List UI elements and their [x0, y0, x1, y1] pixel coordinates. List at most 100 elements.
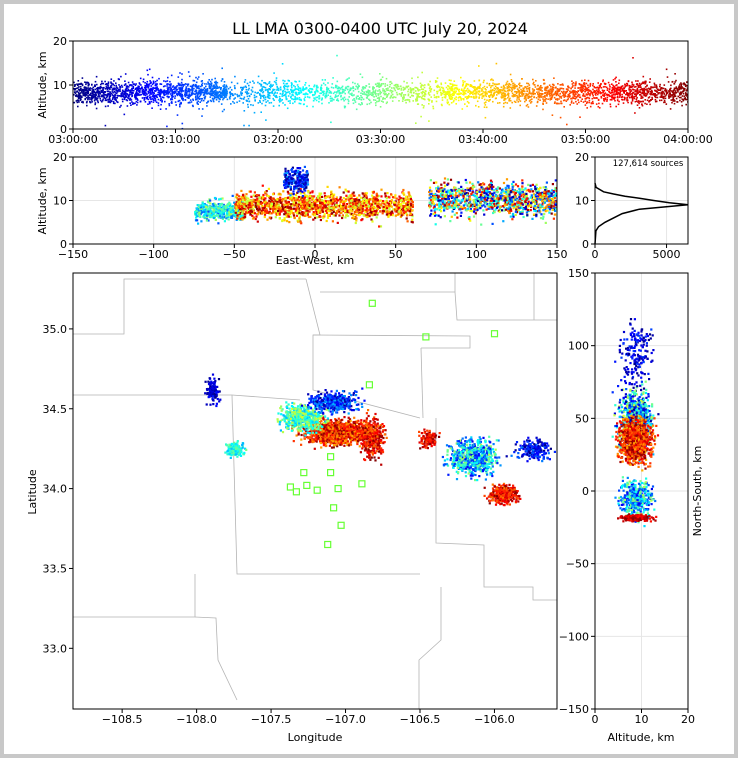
time-height-source	[511, 80, 513, 83]
time-height-source	[635, 85, 637, 88]
time-height-source	[125, 99, 128, 101]
time-height-source	[352, 87, 355, 90]
time-height-source	[681, 98, 684, 101]
time-height-source	[174, 95, 176, 97]
time-height-source	[264, 89, 267, 92]
time-height-source	[87, 82, 90, 84]
time-height-source	[650, 86, 652, 88]
east-west-source	[257, 211, 260, 214]
time-height-source	[308, 96, 311, 99]
time-height-source	[350, 87, 353, 90]
east-west-source	[204, 212, 207, 215]
time-height-source	[616, 87, 618, 90]
time-height-source	[327, 87, 330, 90]
east-west-source	[265, 209, 269, 212]
time-height-source	[102, 91, 104, 93]
time-height-source	[137, 99, 139, 101]
time-height-source	[518, 92, 521, 95]
time-height-source	[109, 94, 112, 96]
east-west-source	[326, 185, 329, 188]
time-height-source	[320, 99, 323, 101]
time-height-source	[411, 82, 414, 84]
time-height-source	[138, 83, 141, 85]
time-height-source	[584, 95, 586, 98]
time-height-source	[73, 81, 75, 84]
time-height-source	[123, 113, 126, 116]
time-height-source	[470, 91, 472, 93]
time-height-source	[604, 94, 606, 96]
time-height-source	[178, 88, 181, 90]
time-height-source	[681, 95, 684, 97]
time-height-source	[565, 91, 568, 94]
time-height-source	[585, 88, 587, 91]
time-height-source	[111, 88, 114, 91]
time-height-source	[275, 96, 277, 98]
time-height-source	[364, 93, 367, 96]
time-height-source	[547, 98, 549, 100]
time-height-source	[581, 89, 584, 91]
time-height-source	[605, 86, 608, 89]
time-height-source	[336, 54, 338, 57]
time-height-source	[611, 90, 613, 92]
time-height-source	[89, 89, 91, 91]
east-west-source	[306, 214, 309, 217]
time-height-source	[402, 89, 405, 91]
time-height-source	[583, 95, 585, 97]
east-west-source	[225, 217, 228, 220]
time-height-source	[653, 82, 656, 85]
time-height-source	[348, 96, 350, 98]
east-west-source	[342, 191, 345, 194]
time-height-source	[478, 96, 481, 98]
time-height-source	[628, 96, 631, 99]
time-height-source	[521, 95, 524, 97]
time-height-source	[682, 92, 685, 95]
time-height-source	[199, 101, 201, 103]
east-west-source	[205, 205, 208, 208]
time-height-source	[661, 90, 664, 93]
time-height-source	[104, 99, 107, 102]
time-height-source	[152, 86, 154, 89]
time-height-source	[87, 94, 89, 97]
time-height-source	[195, 95, 197, 97]
time-height-source	[140, 87, 142, 90]
time-height-source	[662, 96, 664, 98]
time-height-source	[512, 82, 514, 85]
time-height-source	[465, 83, 468, 85]
time-height-source	[196, 101, 198, 104]
time-height-source	[553, 102, 556, 104]
east-west-source	[245, 196, 248, 199]
time-height-source	[440, 103, 443, 106]
time-height-source	[273, 72, 275, 74]
time-height-source	[117, 101, 119, 104]
time-height-source	[260, 83, 262, 86]
time-height-source	[683, 83, 685, 86]
time-height-source	[241, 89, 243, 92]
time-height-source	[452, 100, 455, 103]
time-height-source	[545, 102, 548, 104]
time-height-source	[126, 90, 129, 92]
time-height-source	[513, 85, 516, 87]
time-height-source	[297, 88, 300, 90]
time-height-source	[502, 105, 505, 108]
time-height-source	[283, 87, 286, 89]
time-height-source	[582, 95, 584, 97]
time-height-source	[626, 99, 628, 101]
time-height-source	[594, 93, 597, 95]
time-height-source	[654, 99, 657, 101]
time-height-source	[644, 92, 647, 95]
time-height-source	[175, 104, 177, 106]
time-height-source	[445, 86, 448, 89]
time-height-source	[206, 88, 209, 90]
time-height-source	[664, 95, 667, 97]
time-height-source	[93, 91, 96, 94]
time-height-source	[347, 85, 350, 88]
time-height-source	[448, 90, 451, 93]
time-height-source	[164, 93, 166, 96]
time-height-source	[523, 90, 525, 92]
time-height-source	[484, 94, 487, 96]
time-height-source	[420, 91, 423, 94]
east-west-source	[361, 210, 364, 213]
time-height-source	[223, 108, 225, 111]
time-height-source	[655, 84, 658, 86]
time-height-source	[556, 92, 558, 95]
